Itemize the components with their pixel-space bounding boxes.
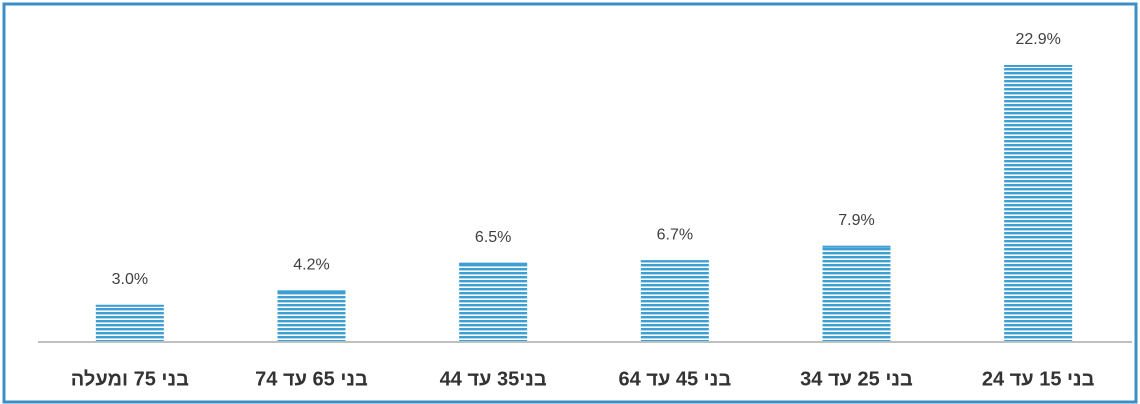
value-label: 6.7% [657,226,693,243]
bar [822,245,891,341]
bar-top [277,290,346,293]
bar [459,262,528,341]
value-label: 6.5% [475,229,511,246]
x-tick-label: בני 65 עד 74 [255,368,368,390]
bar-top [95,304,164,307]
bar [1004,65,1073,341]
bar [277,290,346,341]
bar-top [640,260,709,263]
x-tick-label: בני 75 ומעלה [71,368,189,390]
bar [640,260,709,341]
value-label: 7.9% [838,212,874,229]
value-label: 4.2% [293,257,329,274]
x-tick-label: בני35 עד 44 [440,368,547,390]
value-label: 3.0% [112,271,148,288]
bar-top [1004,65,1073,67]
x-tick-label: בני 45 עד 64 [619,368,732,390]
x-tick-label: בני 25 עד 34 [800,368,913,390]
bar-top [459,262,528,265]
bar-top [822,245,891,248]
x-tick-label: בני 15 עד 24 [982,368,1095,390]
bar [95,304,164,341]
value-label: 22.9% [1015,31,1060,48]
